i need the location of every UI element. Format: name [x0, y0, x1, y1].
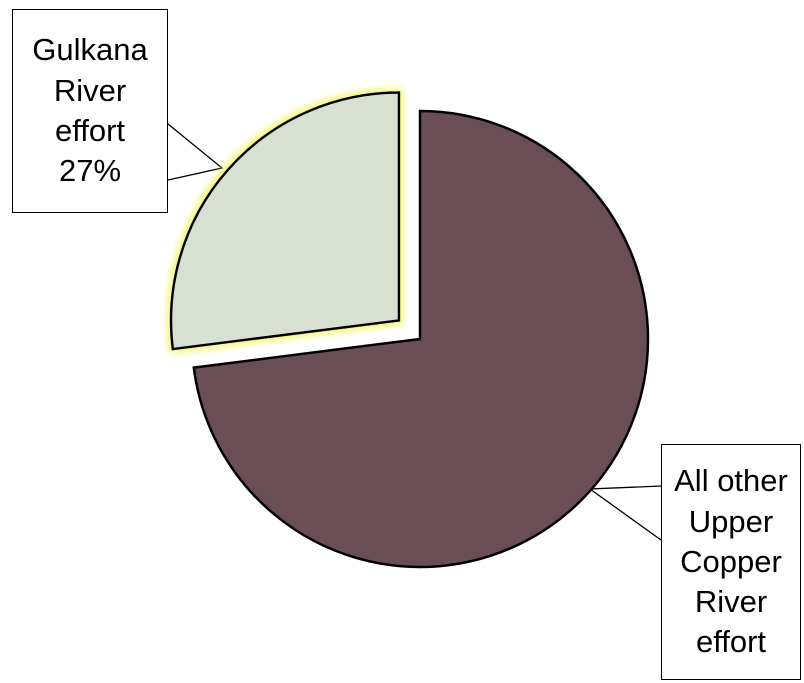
label-line: Upper	[688, 503, 774, 539]
slice-label-gulkana-river-effort: Gulkana River effort 27%	[12, 9, 168, 213]
label-line: Gulkana	[32, 32, 148, 68]
leader-line-gulkana-river-effort	[167, 123, 224, 181]
label-line: effort	[54, 113, 126, 148]
label-line: 27%	[58, 153, 122, 189]
pie-slices	[169, 91, 650, 569]
label-line: effort	[695, 624, 767, 660]
pie-slice-gulkana-river-effort	[169, 91, 401, 351]
label-line: Copper	[680, 543, 782, 579]
pie-slice-all-other-upper-copper-river-effort	[192, 109, 650, 569]
label-line: River	[694, 584, 768, 620]
label-line: All other	[674, 463, 788, 499]
slice-label-all-other-upper-copper-river-effort: All other Upper Copper River effort	[661, 444, 801, 680]
label-line: River	[53, 72, 127, 108]
leader-line-all-other-upper-copper-river-effort	[588, 485, 662, 541]
